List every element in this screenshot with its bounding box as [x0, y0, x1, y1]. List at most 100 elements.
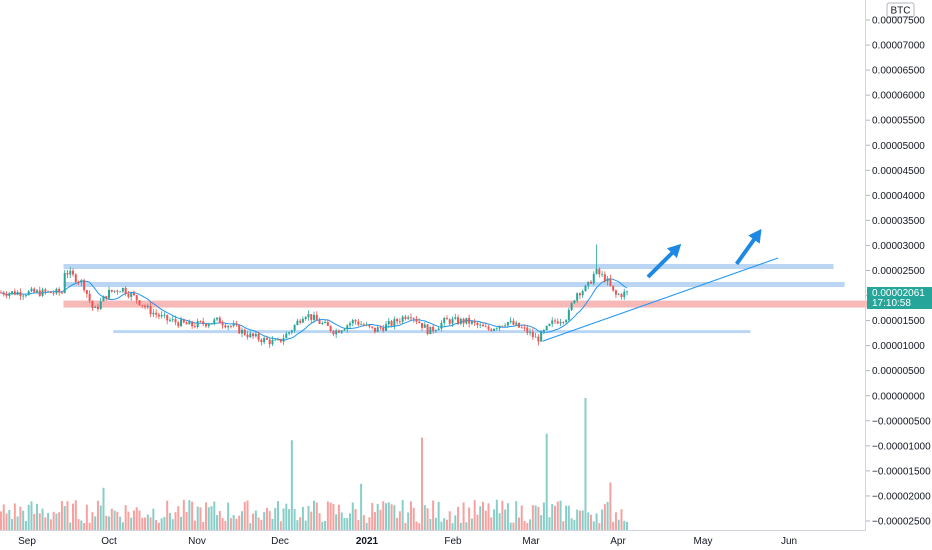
- candle-body: [626, 291, 629, 293]
- candle-body: [49, 291, 52, 293]
- volume-bar: [476, 514, 479, 530]
- volume-bar: [545, 433, 548, 530]
- time-axis[interactable]: Sep Oct Nov Dec 2021 Feb Mar Apr May Jun: [18, 536, 797, 547]
- volume-bar: [457, 506, 460, 530]
- candle-body: [102, 296, 105, 302]
- price-tick-label: 0.00003000: [872, 241, 925, 252]
- time-tick-label: Mar: [522, 536, 540, 547]
- candle-body: [349, 323, 352, 326]
- candle-body: [0, 292, 2, 294]
- volume-bar: [141, 517, 144, 530]
- volume-bar: [551, 504, 554, 530]
- volume-bar: [606, 501, 609, 530]
- volume-bar: [465, 522, 468, 530]
- volume-bar: [249, 523, 252, 530]
- candle-body: [437, 328, 440, 331]
- volume-bar: [49, 519, 52, 530]
- price-tick-label: 0.00002500: [872, 266, 925, 277]
- candle-body: [163, 314, 166, 316]
- candle-body: [343, 329, 346, 331]
- support-band: [63, 282, 845, 288]
- price-tick-label: −0.00001500: [872, 466, 931, 477]
- volume-bar: [52, 511, 55, 530]
- volume-bar: [423, 505, 426, 530]
- candle-body: [470, 321, 473, 324]
- candle-body: [268, 339, 271, 345]
- horizontal-bands[interactable]: [63, 263, 920, 334]
- price-axis[interactable]: 0.00007500 0.00007000 0.00006500 0.00006000…: [866, 16, 931, 528]
- candle-body: [390, 321, 393, 326]
- volume-bar: [213, 501, 216, 530]
- volume-bar: [357, 520, 360, 530]
- candle-body: [617, 294, 620, 295]
- candle-body: [554, 320, 556, 322]
- candle-body: [495, 328, 498, 330]
- volume-bar: [335, 514, 338, 530]
- volume-bar: [144, 517, 147, 530]
- candle-body: [41, 289, 44, 296]
- volume-bar: [108, 516, 111, 530]
- volume-bar: [11, 519, 14, 530]
- volume-bar: [373, 512, 376, 530]
- candle-body: [185, 322, 188, 325]
- volume-bar: [609, 482, 612, 530]
- volume-bar: [548, 517, 551, 530]
- volume-bar: [174, 512, 177, 530]
- candle-body: [473, 321, 476, 323]
- candle-body: [36, 290, 39, 293]
- volume-bar: [567, 505, 570, 530]
- time-tick-label: Feb: [444, 536, 462, 547]
- volume-bar: [584, 398, 587, 530]
- candle-body: [249, 333, 252, 338]
- candle-body: [421, 323, 424, 328]
- volume-bar: [94, 516, 97, 530]
- currency-badge-text: BTC: [891, 6, 911, 17]
- candle-body: [484, 326, 487, 328]
- candle-body: [545, 325, 548, 330]
- candle-body: [509, 320, 512, 323]
- volume-bar: [274, 508, 277, 530]
- volume-bar: [537, 506, 540, 530]
- candle-body: [171, 319, 174, 321]
- volume-bar: [495, 499, 498, 530]
- trendline-layer[interactable]: [542, 257, 779, 342]
- candle-body: [315, 314, 318, 321]
- candle-body: [434, 330, 437, 332]
- volume-bar: [304, 520, 307, 530]
- candle-body: [260, 339, 263, 343]
- volume-bar: [55, 513, 58, 530]
- volume-bar: [30, 501, 33, 530]
- volume-bar: [515, 501, 518, 530]
- candle-body: [573, 300, 576, 304]
- time-tick-label: Oct: [101, 536, 117, 547]
- volume-bar: [257, 517, 260, 530]
- candle-body: [182, 319, 185, 323]
- candle-body: [313, 314, 316, 320]
- price-tick-label: 0.00007000: [872, 41, 925, 52]
- volume-bar: [603, 504, 606, 530]
- candle-body: [207, 324, 210, 327]
- candle-body: [157, 314, 160, 317]
- arrow-drawings[interactable]: [646, 228, 762, 279]
- candle-body: [24, 295, 27, 296]
- currency-badge[interactable]: BTC: [886, 2, 915, 18]
- candle-body: [69, 270, 72, 275]
- volume-bar: [221, 518, 224, 530]
- candle-body: [2, 292, 5, 295]
- volume-bar: [299, 517, 302, 530]
- candle-body: [243, 329, 246, 335]
- volume-bar: [191, 501, 194, 530]
- volume-bar: [8, 509, 11, 530]
- candle-body: [252, 333, 255, 337]
- trendline: [542, 257, 779, 342]
- candle-body: [523, 327, 526, 329]
- candle-body: [166, 314, 169, 321]
- volume-bar: [415, 521, 418, 530]
- volume-bar: [138, 510, 141, 530]
- candle-body: [85, 290, 88, 294]
- volume-bar: [88, 522, 91, 530]
- volume-bar: [418, 523, 421, 530]
- volume-bar: [293, 508, 296, 530]
- volume-bar: [559, 500, 562, 530]
